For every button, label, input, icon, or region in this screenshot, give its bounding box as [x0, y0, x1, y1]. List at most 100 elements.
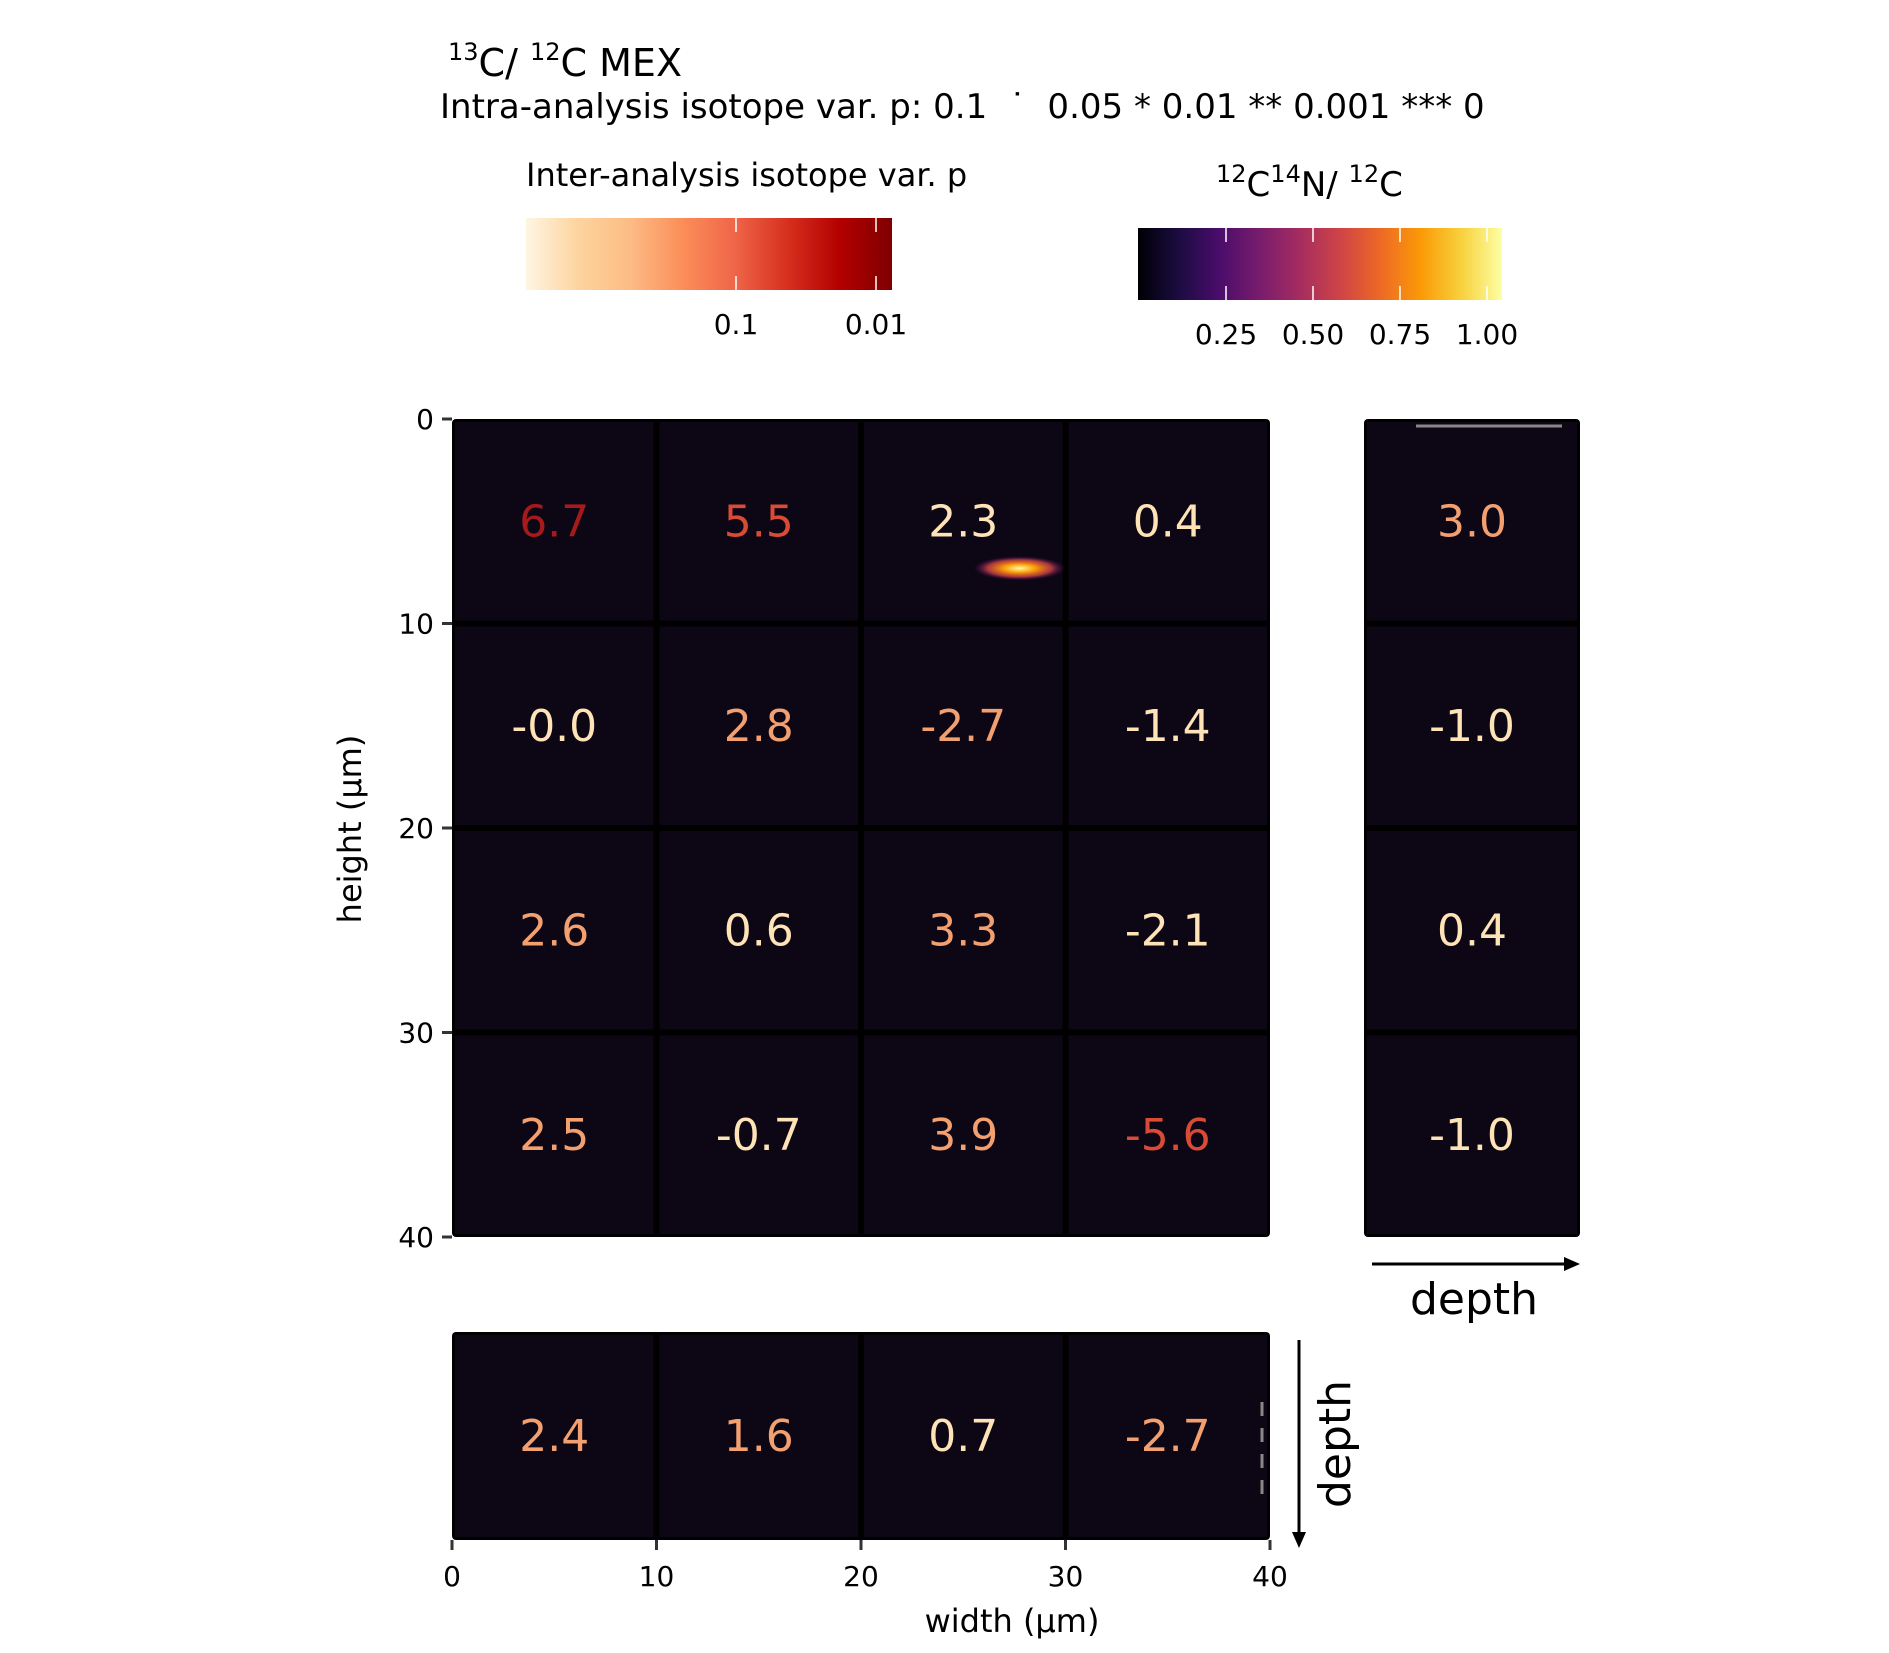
- heatmap-cell-label: -5.6: [1125, 1110, 1211, 1161]
- bottom-depth-cell: [1068, 1335, 1267, 1537]
- legend-ratio-tick-label: 0.25: [1195, 318, 1257, 351]
- depth-arrow-bottom: [1292, 1340, 1306, 1548]
- bottom-depth-cell-label: 2.4: [519, 1411, 589, 1462]
- legend-ratio-tick-label: 1.00: [1456, 318, 1518, 351]
- right-depth-cell: [1367, 831, 1577, 1030]
- heatmap-cell-label: 6.7: [519, 496, 589, 547]
- heatmap-cell-label: -1.4: [1125, 701, 1211, 752]
- main-heatmap-panel: 6.7 5.5 2.3 0.4 -0.0 2.8 -2.7 -1.4 2.6 0.6 3.3 -2.1…: [452, 419, 1270, 1237]
- legend-ratio: 12C14N/ 12C 0.25 0.50 0.75 1.00: [1138, 160, 1518, 351]
- bottom-depth-cell-label: 0.7: [928, 1411, 998, 1462]
- right-depth-panel: 3.0 -1.0 0.4 -1.0: [1364, 419, 1580, 1237]
- heatmap-cell: [1068, 422, 1267, 621]
- depth-arrow-right: [1372, 1257, 1580, 1271]
- depth-label-right: depth: [1410, 1274, 1538, 1325]
- x-tick-label: 10: [639, 1560, 675, 1593]
- heatmap-cell-label: 3.9: [928, 1110, 998, 1161]
- right-depth-cell: [1367, 1035, 1577, 1234]
- main-panel-frame: [452, 419, 1270, 1237]
- bottom-depth-cell: [864, 1335, 1063, 1537]
- heatmap-cell: [455, 831, 654, 1030]
- legend-pvalue-colorbar: [526, 218, 892, 290]
- legend-ratio-mass3: 12: [1349, 160, 1380, 188]
- bottom-depth-panel: 2.4 1.6 0.7 -2.7: [452, 1332, 1270, 1540]
- ratio-hotspot: [973, 556, 1066, 581]
- heatmap-cell: [659, 831, 858, 1030]
- y-axis-label: height (µm): [331, 735, 369, 924]
- axes: 0 10 20 30 40 0 10 20 30 40: [398, 403, 1287, 1593]
- heatmap-cell: [455, 1035, 654, 1234]
- heatmap-cell: [659, 422, 858, 621]
- heatmap-cell-label: 2.6: [519, 905, 589, 956]
- heatmap-cell: [1068, 626, 1267, 825]
- heatmap-cell: [864, 422, 1063, 621]
- right-depth-cell-label: -1.0: [1429, 701, 1515, 752]
- heatmap-cell-label: 2.8: [724, 701, 794, 752]
- heatmap-cell-label: 3.3: [928, 905, 998, 956]
- heatmap-cell: [659, 1035, 858, 1234]
- legend-ratio-colorbar: [1138, 228, 1502, 300]
- heatmap-cell-label: 5.5: [724, 496, 794, 547]
- heatmap-cell-label: -0.0: [511, 701, 597, 752]
- title-mass-a: 13: [448, 38, 479, 66]
- legend-pvalue-ticks: 0.1 0.01: [714, 218, 907, 341]
- right-depth-cell-label: 0.4: [1437, 905, 1507, 956]
- legend-ratio-mass2: 14: [1270, 160, 1301, 188]
- legend-pvalue-tick-label: 0.1: [714, 308, 759, 341]
- heatmap-cell: [864, 831, 1063, 1030]
- legend-pvalue-tick-label: 0.01: [845, 308, 907, 341]
- y-tick-label: 0: [416, 403, 434, 436]
- y-tick-label: 40: [398, 1221, 434, 1254]
- right-depth-cell-label: 3.0: [1437, 496, 1507, 547]
- heatmap-cell-label: -2.7: [920, 701, 1006, 752]
- heatmap-cell-label: -0.7: [716, 1110, 802, 1161]
- x-tick-label: 20: [843, 1560, 879, 1593]
- depth-label-bottom: depth: [1310, 1380, 1361, 1508]
- bottom-panel-frame: [452, 1332, 1270, 1540]
- chart-title: 13C/ 12C MEX: [448, 38, 682, 85]
- legend-ratio-elem2: N/: [1301, 165, 1349, 205]
- legend-pvalue-title: Inter-analysis isotope var. p: [526, 156, 967, 194]
- legend-ratio-tick-label: 0.75: [1369, 318, 1431, 351]
- legend-ratio-elem3: C: [1379, 165, 1403, 205]
- heatmap-cell: [455, 626, 654, 825]
- legend-ratio-elem1: C: [1247, 165, 1271, 205]
- title-elem-b: C: [561, 41, 588, 85]
- heatmap-cell-label: -2.1: [1125, 905, 1211, 956]
- y-tick-label: 20: [398, 812, 434, 845]
- title-mass-b: 12: [530, 38, 561, 66]
- heatmap-cell: [864, 626, 1063, 825]
- heatmap-cell: [1068, 1035, 1267, 1234]
- title-elem-a: C/: [479, 41, 530, 85]
- chart-subtitle: Intra-analysis isotope var. p: 0.1 ˙ 0.0…: [440, 87, 1485, 127]
- y-tick-label: 10: [398, 608, 434, 641]
- legend-ratio-mass1: 12: [1216, 160, 1247, 188]
- right-depth-cell-label: -1.0: [1429, 1110, 1515, 1161]
- heatmap-cell: [455, 422, 654, 621]
- right-panel-frame: [1364, 419, 1580, 1237]
- right-depth-cell: [1367, 626, 1577, 825]
- legend-ratio-tick-label: 0.50: [1282, 318, 1344, 351]
- heatmap-cell-label: 2.5: [519, 1110, 589, 1161]
- bottom-depth-cell: [659, 1335, 858, 1537]
- heatmap-cell-label: 2.3: [928, 496, 998, 547]
- heatmap-cell-label: 0.6: [724, 905, 794, 956]
- heatmap-cell: [1068, 831, 1267, 1030]
- bottom-depth-cell-label: 1.6: [724, 1411, 794, 1462]
- bottom-depth-cell-label: -2.7: [1125, 1411, 1211, 1462]
- title-suffix: MEX: [587, 41, 682, 85]
- y-tick-label: 30: [398, 1017, 434, 1050]
- legend-pvalue: Inter-analysis isotope var. p 0.1 0.01: [526, 156, 967, 341]
- right-depth-cell: [1367, 422, 1577, 621]
- x-tick-label: 0: [443, 1560, 461, 1593]
- legend-ratio-title: 12C14N/ 12C: [1216, 160, 1403, 205]
- bottom-depth-cell: [455, 1335, 654, 1537]
- legend-ratio-ticks: 0.25 0.50 0.75 1.00: [1195, 228, 1518, 351]
- heatmap-cell: [864, 1035, 1063, 1234]
- x-tick-label: 30: [1048, 1560, 1084, 1593]
- heatmap-cell: [659, 626, 858, 825]
- x-tick-label: 40: [1252, 1560, 1288, 1593]
- x-axis-label: width (µm): [925, 1602, 1100, 1640]
- heatmap-cell-label: 0.4: [1133, 496, 1203, 547]
